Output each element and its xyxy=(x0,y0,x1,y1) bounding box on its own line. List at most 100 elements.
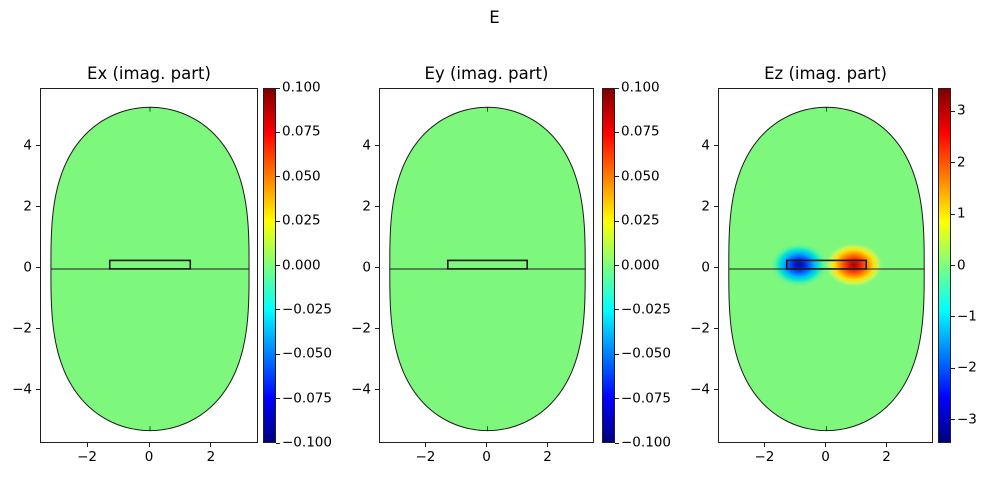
colorbar-tick-label: −0.075 xyxy=(621,389,671,406)
colorbar-tick-mark xyxy=(615,398,619,400)
x-tick-mark xyxy=(547,443,549,447)
colorbar-tick-label: −0.025 xyxy=(282,301,332,318)
field-plot-svg-2 xyxy=(728,106,925,432)
y-tick-mark xyxy=(714,145,718,147)
y-tick-label: −4 xyxy=(351,381,371,398)
colorbar-tick-label: −1 xyxy=(957,308,977,325)
x-tick-mark xyxy=(486,443,487,447)
y-tick-mark xyxy=(375,328,379,330)
colorbar-tick-mark xyxy=(951,265,955,266)
y-tick-mark xyxy=(375,389,379,391)
x-tick-label: 2 xyxy=(543,449,552,465)
y-tick-mark xyxy=(36,328,40,330)
colorbar-tick-mark xyxy=(276,220,280,222)
colorbar-tick-mark xyxy=(951,110,955,112)
y-tick-mark xyxy=(36,389,40,391)
colorbar-tick-label: 3 xyxy=(957,102,966,119)
strip-conductor-outline xyxy=(108,259,192,270)
x-tick-label: 0 xyxy=(144,449,154,465)
y-tick-label: −2 xyxy=(12,320,32,337)
y-tick-label: −4 xyxy=(690,381,710,398)
colorbar-tick-label: −0.075 xyxy=(282,389,332,406)
ez-negative-lobe xyxy=(769,242,829,288)
colorbar-tick-mark xyxy=(615,87,619,89)
y-tick-label: −4 xyxy=(12,381,32,398)
colorbar-tick-label: −0.050 xyxy=(282,345,332,362)
colorbar-tick-label: 0.025 xyxy=(282,212,321,229)
strip-conductor-outline xyxy=(446,259,529,270)
colorbar-tick-mark xyxy=(951,316,955,318)
y-tick-mark xyxy=(375,145,379,147)
colorbar-tick-mark xyxy=(615,131,619,133)
y-tick-mark xyxy=(714,389,718,391)
colorbar-tick-label: 0.000 xyxy=(282,256,321,273)
y-tick-label: 4 xyxy=(23,137,32,154)
y-tick-label: −2 xyxy=(690,320,710,337)
colorbar-tick-label: 2 xyxy=(957,153,966,170)
y-tick-label: 2 xyxy=(23,198,32,215)
colorbar-tick-label: −0.025 xyxy=(621,301,671,318)
y-tick-label: 4 xyxy=(701,137,710,154)
colorbar-tick-mark xyxy=(276,176,280,178)
x-tick-mark xyxy=(825,443,826,447)
x-tick-mark xyxy=(148,443,150,447)
subplot-ez-colorbar xyxy=(938,88,951,443)
colorbar-tick-mark xyxy=(276,398,280,400)
x-tick-mark xyxy=(86,443,88,447)
colorbar-tick-mark xyxy=(276,87,280,89)
colorbar-tick-label: 0 xyxy=(957,256,966,273)
colorbar-tick-label: −0.100 xyxy=(282,434,332,451)
colorbar-tick-mark xyxy=(276,353,280,355)
x-tick-label: 0 xyxy=(482,449,491,465)
colorbar-tick-label: −2 xyxy=(957,359,977,376)
colorbar-tick-mark xyxy=(951,367,955,369)
colorbar-tick-label: −3 xyxy=(957,411,977,428)
colorbar-tick-label: 0.000 xyxy=(621,256,660,273)
colorbar-tick-mark xyxy=(951,213,955,215)
colorbar-tick-mark xyxy=(615,220,619,222)
y-tick-label: 0 xyxy=(701,259,710,276)
x-tick-label: 2 xyxy=(882,449,891,465)
y-tick-mark xyxy=(375,206,379,208)
strip-conductor-outline xyxy=(785,259,868,270)
colorbar-tick-mark xyxy=(615,309,619,311)
subplot-ey-axes xyxy=(379,88,594,443)
y-tick-mark xyxy=(36,206,40,208)
colorbar-tick-label: 0.100 xyxy=(621,79,660,96)
colorbar-tick-label: 0.075 xyxy=(282,123,321,140)
y-tick-label: −2 xyxy=(351,320,371,337)
x-tick-label: 2 xyxy=(206,449,216,465)
x-tick-label: 0 xyxy=(821,449,830,465)
y-tick-label: 0 xyxy=(23,259,32,276)
colorbar-tick-mark xyxy=(276,265,280,266)
colorbar-tick-mark xyxy=(276,131,280,133)
y-tick-mark xyxy=(36,145,40,147)
x-tick-label: −2 xyxy=(77,449,98,465)
colorbar-tick-mark xyxy=(615,265,619,266)
x-tick-mark xyxy=(424,443,426,447)
y-tick-label: 0 xyxy=(362,259,371,276)
colorbar-tick-mark xyxy=(615,442,619,444)
subplot-ey-colorbar xyxy=(602,88,615,443)
y-tick-mark xyxy=(375,267,379,269)
field-plot-svg-0 xyxy=(50,106,250,432)
colorbar-tick-label: 0.025 xyxy=(621,212,660,229)
ez-positive-lobe xyxy=(824,242,884,288)
field-plot-svg-1 xyxy=(389,106,586,432)
colorbar-tick-label: 1 xyxy=(957,205,966,222)
y-tick-mark xyxy=(714,267,718,269)
y-tick-label: 2 xyxy=(701,198,710,215)
colorbar-tick-mark xyxy=(276,309,280,311)
y-tick-label: 2 xyxy=(362,198,371,215)
colorbar-tick-label: 0.075 xyxy=(621,123,660,140)
x-tick-mark xyxy=(763,443,765,447)
colorbar-tick-label: −0.100 xyxy=(621,434,671,451)
y-tick-mark xyxy=(714,328,718,330)
y-tick-mark xyxy=(714,206,718,208)
subplot-ex-axes xyxy=(40,88,258,443)
colorbar-tick-mark xyxy=(615,353,619,355)
colorbar-tick-label: −0.050 xyxy=(621,345,671,362)
colorbar-tick-label: 0.050 xyxy=(621,168,660,184)
x-tick-mark xyxy=(886,443,888,447)
